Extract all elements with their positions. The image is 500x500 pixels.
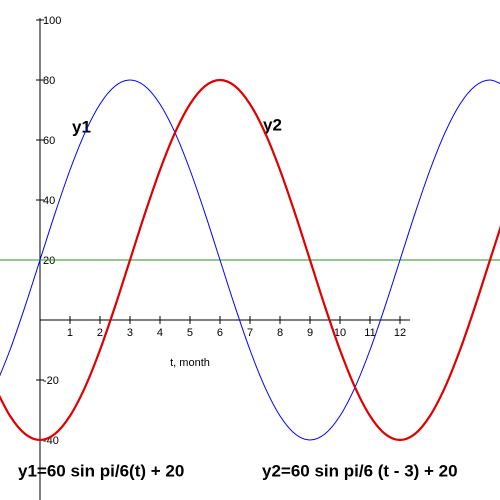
- x-tick-label: 9: [307, 327, 313, 339]
- x-tick-label: 3: [127, 327, 133, 339]
- y-tick-label: -20: [43, 375, 59, 387]
- series-label: y1: [72, 117, 91, 136]
- x-tick-label: 2: [97, 327, 103, 339]
- annotation: y2=60 sin pi/6 (t - 3) + 20: [262, 461, 458, 480]
- x-tick-label: 5: [187, 327, 193, 339]
- x-tick-label: 7: [247, 327, 253, 339]
- x-tick-label: 11: [364, 327, 375, 339]
- x-tick-label: 10: [334, 327, 346, 339]
- x-tick-label: 12: [394, 327, 406, 339]
- curve: [0, 79, 500, 441]
- x-tick-label: 8: [277, 327, 283, 339]
- annotation: y1=60 sin pi/6(t) + 20: [18, 461, 184, 480]
- x-tick-label: 1: [67, 327, 73, 339]
- x-tick-label: 6: [217, 327, 223, 339]
- y-tick-label: 80: [43, 75, 55, 87]
- x-tick-label: 4: [157, 327, 163, 339]
- curve: [0, 78, 500, 442]
- y-tick-label: 20: [43, 255, 55, 267]
- y-tick-label: 60: [43, 135, 55, 147]
- x-axis-label: t, month: [170, 357, 210, 369]
- y-tick-label: 40: [43, 195, 55, 207]
- series-label: y2: [263, 115, 282, 134]
- y-tick-label: 100: [43, 15, 61, 27]
